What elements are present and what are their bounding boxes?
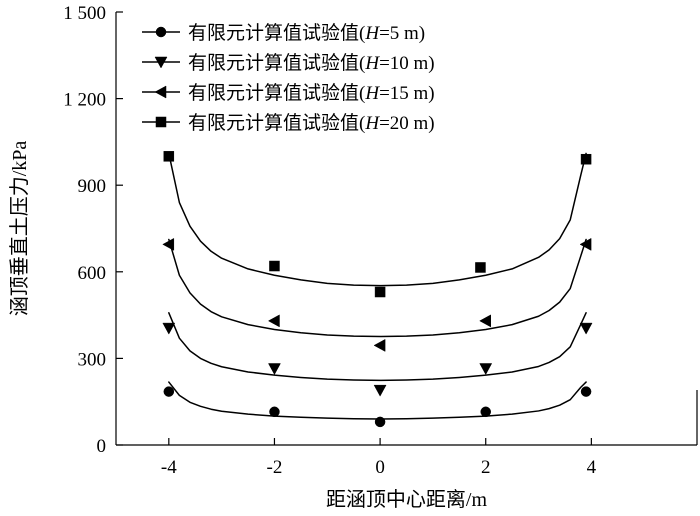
curve-series-2 bbox=[168, 312, 587, 382]
x-tick-label: 2 bbox=[481, 457, 491, 478]
legend-entry-2: 有限元计算值试验值(H=10 m) bbox=[142, 52, 435, 74]
y-axis-title: 涵顶垂直土压力/kPa bbox=[8, 141, 31, 317]
legend: 有限元计算值试验值(H=5 m) 有限元计算值试验值(H=10 m) 有限元计算值试… bbox=[142, 22, 435, 134]
curve-series-3 bbox=[168, 238, 587, 338]
data-point-series-4 bbox=[269, 260, 280, 272]
data-point-series-1 bbox=[269, 406, 280, 418]
data-point-series-1 bbox=[580, 386, 592, 397]
x-tick-label: 4 bbox=[587, 457, 597, 478]
data-point-series-3 bbox=[267, 314, 280, 328]
legend-marker bbox=[155, 26, 167, 38]
legend-marker bbox=[154, 56, 168, 69]
legend-label: 有限元计算值试验值(H=15 m) bbox=[188, 82, 435, 104]
legend-entry-3: 有限元计算值试验值(H=15 m) bbox=[142, 82, 435, 104]
data-point-series-2 bbox=[579, 322, 593, 335]
curve-series-4 bbox=[168, 152, 587, 287]
legend-marker bbox=[154, 85, 167, 99]
y-tick-label: 900 bbox=[78, 176, 107, 197]
legend-entry-1: 有限元计算值试验值(H=5 m) bbox=[142, 22, 425, 44]
data-point-series-3 bbox=[479, 314, 491, 328]
x-tick-label: 0 bbox=[375, 457, 385, 478]
y-tick-label: 1 200 bbox=[63, 90, 106, 111]
y-tick-label: 0 bbox=[97, 436, 107, 457]
y-tick-label: 1 500 bbox=[63, 3, 106, 24]
x-tick-label: -4 bbox=[161, 457, 177, 478]
x-axis-title: 距涵顶中心距离/m bbox=[326, 488, 488, 511]
data-point-series-2 bbox=[373, 384, 387, 397]
x-tick-label: -2 bbox=[267, 457, 283, 478]
legend-label: 有限元计算值试验值(H=20 m) bbox=[188, 112, 435, 134]
legend-label: 有限元计算值试验值(H=10 m) bbox=[188, 52, 435, 74]
plot-area: -4 -2 0 2 4 0 300 600 900 1 200 1 500 bbox=[63, 3, 698, 478]
data-point-series-1 bbox=[480, 406, 491, 418]
data-point-series-1 bbox=[163, 386, 175, 397]
legend-label: 有限元计算值试验值(H=5 m) bbox=[188, 22, 425, 44]
data-point-series-1 bbox=[374, 416, 386, 428]
x-axis-ticks: -4 -2 0 2 4 bbox=[161, 438, 597, 478]
data-point-series-4 bbox=[475, 262, 486, 273]
data-point-series-2 bbox=[162, 322, 176, 335]
legend-marker bbox=[155, 116, 167, 128]
data-point-series-2 bbox=[479, 363, 493, 376]
data-point-series-4 bbox=[163, 151, 175, 162]
legend-entry-4: 有限元计算值试验值(H=20 m) bbox=[142, 112, 435, 134]
data-point-series-4 bbox=[374, 286, 386, 298]
y-axis-ticks: 0 300 600 900 1 200 1 500 bbox=[63, 3, 123, 457]
y-tick-label: 300 bbox=[78, 349, 107, 370]
fitted-curves bbox=[168, 152, 587, 420]
data-markers bbox=[162, 151, 593, 428]
data-point-series-4 bbox=[580, 153, 592, 165]
data-point-series-3 bbox=[373, 338, 386, 352]
data-point-series-3 bbox=[162, 237, 175, 251]
y-tick-label: 600 bbox=[78, 263, 107, 284]
data-point-series-2 bbox=[268, 363, 281, 376]
data-point-series-3 bbox=[579, 237, 592, 251]
